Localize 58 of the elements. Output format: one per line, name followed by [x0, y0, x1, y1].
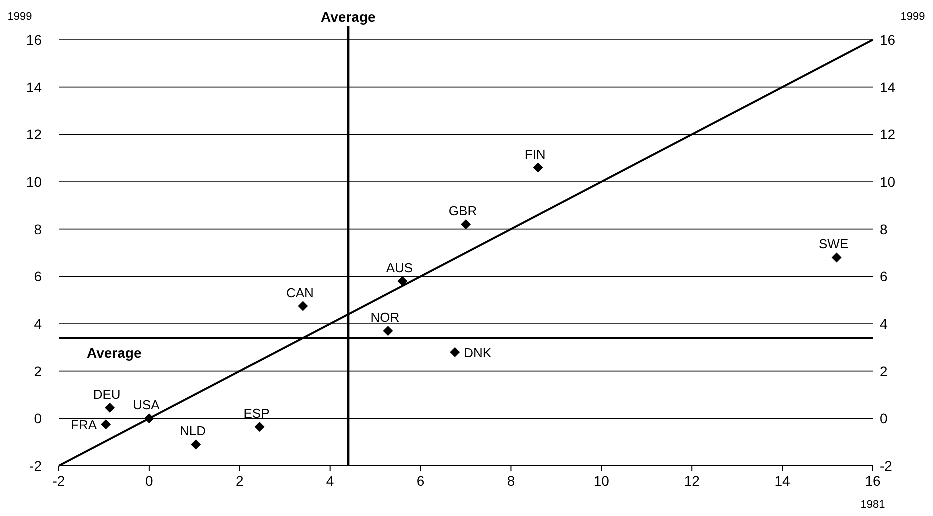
y2-tick-label: 4: [880, 316, 888, 332]
annotation: NOR: [370, 310, 400, 326]
y2-axis-title: 1999: [900, 11, 926, 23]
annotation: FIN: [524, 146, 546, 162]
x-axis-title: 1981: [860, 499, 886, 511]
x-tick-label: -2: [52, 473, 66, 489]
y-tick-label: 12: [26, 126, 42, 143]
y-tick-label: 0: [34, 410, 42, 427]
point: [105, 403, 116, 414]
y2-tick-label: 12: [880, 126, 896, 143]
point: [101, 420, 112, 430]
y-tick-label: -2: [30, 458, 42, 474]
x-tick-label: 14: [774, 473, 791, 489]
y-tick-label: 14: [26, 79, 42, 96]
annotation: AUS: [386, 260, 414, 276]
annotation: GBR: [448, 204, 478, 219]
y-tick-label: 8: [34, 221, 42, 238]
y-tick-label: 2: [34, 363, 42, 380]
annotation: DEU: [93, 387, 121, 402]
y-tick-label: 4: [34, 316, 42, 332]
y-axis-title: 1999: [8, 11, 32, 23]
ref-line-label: Average: [321, 9, 376, 25]
y2-tick-label: -2: [880, 458, 893, 474]
point: [254, 422, 265, 432]
annotation: FRA: [71, 418, 98, 433]
annotation: ESP: [244, 406, 270, 421]
x-tick-label: 12: [684, 473, 700, 489]
y-tick-label: 10: [26, 174, 42, 190]
annotation: CAN: [286, 285, 314, 300]
point: [383, 326, 394, 336]
point: [298, 301, 308, 312]
point: [398, 276, 408, 286]
annotation: USA: [133, 398, 160, 413]
y2-tick-label: 0: [880, 410, 888, 427]
annotation: NLD: [180, 424, 206, 439]
x-tick-label: 10: [594, 473, 610, 489]
point: [533, 162, 544, 173]
point: [191, 440, 202, 450]
annotation: SWE: [819, 236, 849, 252]
y2-tick-label: 16: [880, 32, 896, 48]
ref-line-label: Average: [87, 345, 142, 362]
y-tick-label: 16: [26, 32, 42, 48]
x-tick-label: 8: [507, 473, 516, 489]
point: [450, 347, 460, 358]
x-tick-label: 16: [865, 473, 881, 489]
annotation: DNK: [464, 345, 492, 360]
y2-tick-label: 2: [880, 363, 888, 380]
x-tick-label: 6: [416, 473, 425, 489]
x-tick-label: 2: [236, 473, 244, 489]
y2-tick-label: 10: [880, 174, 896, 190]
y2-tick-label: 14: [880, 79, 896, 96]
y-tick-label: 6: [34, 268, 42, 285]
point: [832, 252, 842, 263]
y2-tick-label: 8: [880, 221, 888, 238]
point: [461, 220, 471, 230]
y2-tick-label: 6: [880, 268, 888, 285]
x-tick-label: 0: [146, 473, 154, 489]
x-tick-label: 4: [326, 473, 334, 489]
